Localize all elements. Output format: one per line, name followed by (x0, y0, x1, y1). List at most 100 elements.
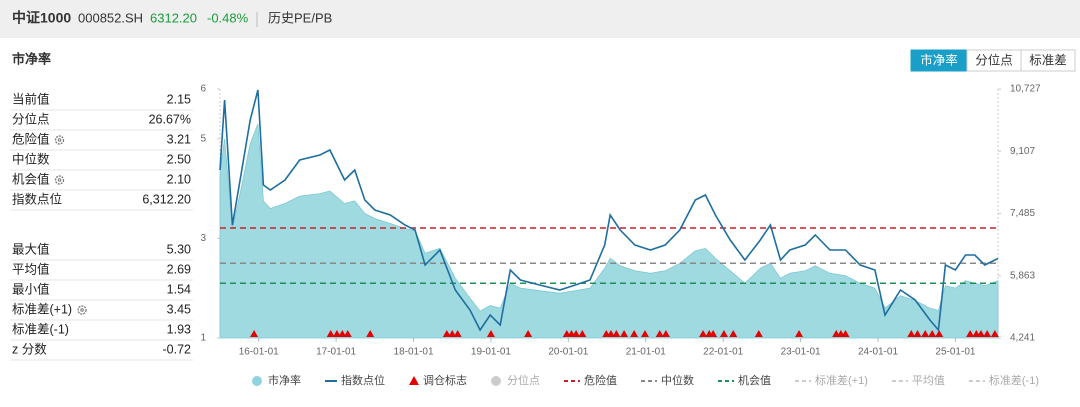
pb-area (219, 123, 999, 339)
button-label[interactable]: 标准差 (1029, 53, 1067, 67)
y2-tick-label: 5,863 (1010, 270, 1035, 281)
settings-icon[interactable] (54, 175, 65, 185)
stat-value: 1.54 (167, 282, 191, 296)
legend-icon (409, 376, 419, 385)
index-line (219, 89, 999, 332)
button-label[interactable]: 分位点 (975, 52, 1013, 67)
legend-label[interactable]: 标准差(-1) (989, 373, 1039, 387)
stat-value: 26.67% (149, 112, 191, 126)
rebalance-marker (841, 330, 850, 337)
rebalance-marker (442, 330, 451, 337)
rebalance-marker (640, 330, 649, 337)
legend-label[interactable]: 机会值 (738, 373, 771, 387)
x-tick-label: 19-01-01 (471, 347, 511, 358)
y2-tick-label: 9,107 (1010, 146, 1035, 157)
stat-label: 分位点 (12, 111, 50, 126)
stats: 当前值 2.15 分位点 26.67% 危险值 3.21 中位数 2.50 机会值 2.10 指数点… (10, 91, 193, 361)
rebalance-marker (612, 330, 621, 337)
x-tick-label: 17-01-01 (316, 347, 356, 358)
settings-icon-hole (80, 308, 84, 312)
y-tick-label: 5 (200, 133, 206, 144)
x-tick-label: 22-01-01 (703, 347, 743, 358)
y-tick-label: 3 (200, 233, 206, 244)
header-bar (0, 0, 1080, 38)
stat-value: 3.21 (167, 132, 191, 146)
rebalance-marker (332, 330, 341, 337)
stat-label: 最小值 (12, 281, 50, 296)
stat-label: 平均值 (12, 261, 50, 276)
x-tick-label: 18-01-01 (394, 347, 434, 358)
stat-label: 标准差(+1) (12, 302, 72, 316)
rebalance-marker (990, 330, 999, 337)
rebalance-marker (338, 330, 347, 337)
y-tick-label: 1 (200, 333, 206, 344)
rebalance-marker (921, 330, 930, 337)
rebalance-marker (524, 330, 533, 337)
rebalance-marker (913, 330, 922, 337)
rebalance-marker (729, 330, 738, 337)
settings-icon[interactable] (54, 135, 65, 145)
x-tick-label: 21-01-01 (626, 347, 666, 358)
rebalance-marker (661, 330, 670, 337)
stat-label: 中位数 (12, 151, 50, 166)
legend-label[interactable]: 平均值 (912, 374, 945, 387)
stat-label: 最大值 (12, 241, 50, 256)
button-label[interactable]: 市净率 (920, 52, 958, 67)
rebalance-marker (795, 330, 804, 337)
settings-icon-hole (57, 138, 62, 142)
settings-icon[interactable] (77, 305, 87, 315)
legend-label[interactable]: 分位点 (507, 373, 540, 387)
legend-label[interactable]: 调仓标志 (423, 373, 467, 387)
x-tick-label: 16-01-01 (239, 347, 279, 358)
rebalance-marker (983, 330, 992, 337)
stat-label: 标准差(-1) (12, 322, 69, 336)
y2-tick-label: 4,241 (1010, 333, 1035, 344)
rebalance-marker (448, 330, 457, 337)
index-change: -0.48% (207, 10, 249, 25)
tab[interactable]: 历史PE/PB (268, 10, 332, 25)
rebalance-marker (966, 330, 975, 337)
rebalance-marker (709, 330, 718, 337)
rebalance-marker (606, 330, 615, 337)
stat-label: z 分数 (12, 341, 47, 356)
stat-value: -0.72 (163, 342, 192, 356)
stat-value: 5.30 (167, 242, 191, 256)
legend-label[interactable]: 市净率 (268, 373, 301, 387)
rebalance-marker (699, 330, 708, 337)
legend-icon (252, 376, 262, 386)
legend-icon (491, 376, 501, 386)
rebalance-marker (343, 330, 352, 337)
settings-icon-hole (57, 178, 62, 182)
stat-label: 指数点位 (12, 191, 62, 206)
rebalance-marker (572, 330, 581, 337)
rebalance-marker (366, 330, 375, 337)
stat-value: 2.69 (167, 262, 191, 276)
rebalance-marker (620, 330, 629, 337)
stat-value: 2.15 (167, 92, 191, 106)
button-group: 市净率 分位点 标准差 (910, 49, 1076, 72)
index-price: 6312.20 (150, 10, 197, 25)
legend-label[interactable]: 中位数 (661, 373, 694, 387)
legend-label[interactable]: 指数点位 (341, 373, 385, 387)
stat-label: 机会值 (12, 171, 50, 186)
legend-label[interactable]: 危险值 (584, 373, 617, 387)
stat-label: 当前值 (12, 91, 50, 106)
button[interactable] (1020, 49, 1076, 72)
rebalance-marker (453, 330, 462, 337)
index-name: 中证1000 (12, 10, 71, 26)
rebalance-marker (976, 330, 985, 337)
chart: 1 3 5 6 4,241 5,863 7,485 9,107 10,727 16-01-01 17… (200, 84, 1041, 387)
stat-value: 6,312.20 (142, 192, 191, 206)
stat-value: 1.93 (167, 322, 191, 336)
y-tick-label: 6 (200, 84, 206, 95)
panel-title: 市净率 (12, 51, 51, 66)
rebalance-marker (907, 330, 916, 337)
x-tick-label: 24-01-01 (858, 347, 898, 358)
stat-label: 危险值 (12, 131, 50, 146)
y2-tick-label: 7,485 (1010, 208, 1035, 219)
rebalance-marker (326, 330, 335, 337)
rebalance-marker (578, 330, 587, 337)
y2-tick-label: 10,727 (1010, 84, 1041, 95)
legend-label[interactable]: 标准差(+1) (815, 373, 868, 387)
